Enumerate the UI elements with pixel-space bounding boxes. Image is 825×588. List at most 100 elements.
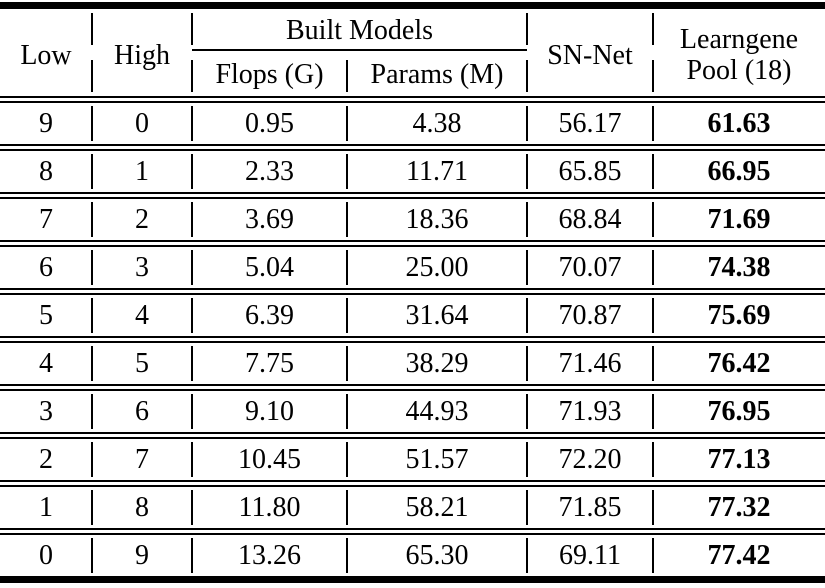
column-divider [526,346,528,381]
cell-sn-net: 56.17 [558,107,622,139]
cell-flops: 2.33 [245,155,294,187]
cell-sn-net: 71.46 [558,347,622,379]
bottom-rule [0,576,825,583]
table-row: 3 6 9.10 44.93 71.93 76.95 [0,391,825,432]
column-divider [346,490,348,525]
table-header: Low High Built Models Flops (G) Params (… [0,9,825,96]
cell-learngene-pool: 76.42 [707,347,771,379]
column-divider [346,154,348,189]
column-divider [91,202,93,237]
cell-low: 6 [39,251,53,283]
row-separator [0,528,825,535]
table-row: 7 2 3.69 18.36 68.84 71.69 [0,199,825,240]
column-divider [191,106,193,141]
column-divider [91,538,93,573]
header-sn-net: SN-Net [547,39,633,71]
table-row: 4 5 7.75 38.29 71.46 76.42 [0,343,825,384]
cell-high: 5 [135,347,149,379]
column-divider [526,202,528,237]
column-divider [652,490,654,525]
cell-params: 11.71 [406,155,468,187]
row-separator [0,144,825,151]
header-high: High [114,39,170,71]
cell-params: 25.00 [405,251,469,283]
row-separator [0,240,825,247]
column-divider [346,442,348,477]
column-divider [346,202,348,237]
cell-learngene-pool: 71.69 [707,203,771,235]
cell-high: 1 [135,155,149,187]
cell-low: 7 [39,203,53,235]
cell-high: 2 [135,203,149,235]
column-divider [346,298,348,333]
cell-learngene-pool: 77.13 [707,443,771,475]
cell-params: 4.38 [412,107,462,139]
cell-low: 4 [39,347,53,379]
column-divider [191,490,193,525]
column-divider [91,154,93,189]
header-divider [526,60,528,92]
cell-sn-net: 65.85 [558,155,622,187]
cell-high: 8 [135,491,149,523]
cell-low: 2 [39,443,53,475]
row-separator [0,192,825,199]
header-learngene-line1: Learngene [679,23,799,55]
cell-sn-net: 70.87 [558,299,622,331]
top-rule [0,2,825,9]
header-divider [191,60,193,92]
cell-sn-net: 71.93 [558,395,622,427]
column-divider [526,154,528,189]
row-separator [0,336,825,343]
column-divider [191,346,193,381]
cell-flops: 11.80 [238,491,301,523]
header-params: Params (M) [370,58,504,90]
column-divider [526,298,528,333]
cell-flops: 6.39 [245,299,294,331]
table-row: 1 8 11.80 58.21 71.85 77.32 [0,487,825,528]
column-divider [526,442,528,477]
table-row: 6 3 5.04 25.00 70.07 74.38 [0,247,825,288]
table-row: 9 0 0.95 4.38 56.17 61.63 [0,103,825,144]
column-divider [346,538,348,573]
cell-flops: 0.95 [245,107,294,139]
cell-sn-net: 72.20 [558,443,622,475]
column-divider [346,250,348,285]
cell-sn-net: 71.85 [558,491,622,523]
column-divider [652,298,654,333]
cell-low: 8 [39,155,53,187]
cell-low: 5 [39,299,53,331]
cell-learngene-pool: 76.95 [707,395,771,427]
cell-high: 9 [135,539,149,571]
column-divider [91,442,93,477]
cell-low: 9 [39,107,53,139]
column-divider [526,106,528,141]
header-learngene-pool-text: Learngene Pool (18) [680,24,798,86]
cell-flops: 9.10 [245,395,294,427]
column-divider [191,538,193,573]
column-divider [652,154,654,189]
cell-flops: 7.75 [245,347,294,379]
cell-params: 44.93 [405,395,469,427]
header-divider [191,13,193,45]
row-separator [0,432,825,439]
row-separator [0,96,825,103]
cell-low: 1 [39,491,53,523]
header-divider [526,13,528,45]
column-divider [526,394,528,429]
column-divider [91,298,93,333]
cell-high: 6 [135,395,149,427]
cell-sn-net: 68.84 [558,203,622,235]
table-row: 8 1 2.33 11.71 65.85 66.95 [0,151,825,192]
column-divider [346,394,348,429]
cell-high: 7 [135,443,149,475]
column-divider [526,490,528,525]
cell-params: 18.36 [405,203,469,235]
table-body: 9 0 0.95 4.38 56.17 61.63 8 1 2.33 11.71 65.85 66.9… [0,96,825,576]
row-separator [0,480,825,487]
column-divider [91,250,93,285]
column-divider [346,106,348,141]
cell-learngene-pool: 61.63 [707,107,771,139]
column-divider [652,202,654,237]
cell-params: 38.29 [405,347,469,379]
